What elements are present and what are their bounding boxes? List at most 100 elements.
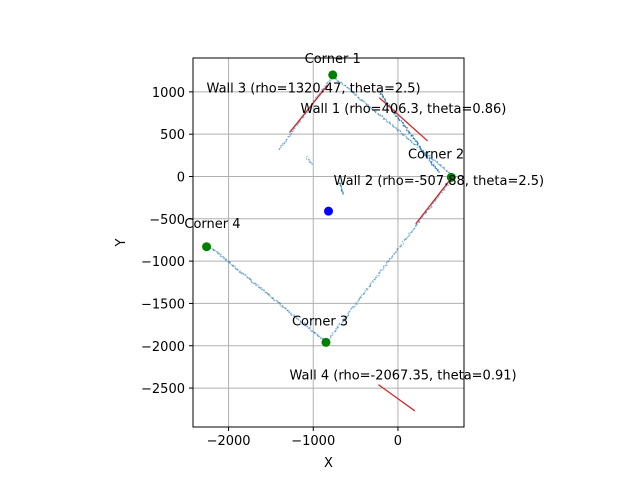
scan-point — [320, 336, 322, 339]
scan-point — [382, 96, 385, 99]
scan-point — [237, 269, 239, 271]
scan-point — [434, 167, 437, 169]
scan-point — [324, 85, 326, 88]
scan-point — [402, 124, 405, 127]
scan-point — [326, 81, 329, 84]
scan-point — [436, 169, 439, 172]
scan-point — [251, 281, 254, 284]
scan-point — [381, 115, 384, 118]
scan-point — [401, 240, 404, 243]
scan-point — [281, 144, 284, 147]
corner-marker — [202, 242, 212, 252]
scan-point — [363, 292, 366, 294]
scan-point — [280, 144, 282, 147]
x-tick-label: −1000 — [291, 434, 335, 449]
scan-point — [290, 132, 293, 135]
x-tick-label: 0 — [394, 434, 402, 449]
scan-point — [432, 164, 435, 167]
scan-point — [408, 232, 410, 235]
scan-point — [337, 80, 340, 83]
wall-line — [289, 84, 329, 133]
scan-point — [395, 251, 397, 254]
scan-point — [350, 308, 352, 310]
scan-point — [384, 264, 387, 267]
corner-marker — [321, 337, 331, 347]
scan-point — [289, 135, 292, 137]
scan-point — [416, 143, 419, 146]
scan-point — [317, 94, 319, 96]
scan-point — [396, 248, 399, 250]
scan-point — [374, 276, 377, 279]
axes-frame — [192, 57, 465, 428]
scan-point — [358, 299, 360, 301]
scan-point — [386, 121, 389, 123]
scan-point — [282, 142, 284, 145]
y-tick-label: −500 — [149, 213, 185, 228]
scan-point — [245, 274, 247, 277]
scan-point — [368, 285, 371, 288]
corner-label: Corner 2 — [408, 148, 464, 163]
scan-point — [306, 325, 308, 328]
scan-point — [400, 245, 403, 247]
y-tick-label: −1500 — [141, 297, 185, 312]
scan-point — [364, 290, 367, 292]
scan-point — [367, 105, 369, 108]
scan-point — [348, 311, 350, 313]
scan-point — [331, 334, 334, 336]
scan-point — [352, 91, 355, 94]
scan-point — [301, 322, 304, 325]
scan-point — [385, 120, 388, 122]
scan-point — [309, 329, 312, 331]
scan-point — [353, 305, 356, 308]
scan-point — [406, 236, 409, 239]
scan-point — [386, 102, 389, 105]
scan-point — [443, 189, 445, 192]
scan-point — [294, 316, 297, 318]
scan-point — [405, 129, 408, 131]
scan-point — [344, 85, 347, 87]
y-tick-label: −1000 — [141, 255, 185, 270]
scan-point — [402, 122, 405, 124]
corner-marker — [328, 70, 338, 80]
scan-point — [430, 206, 433, 208]
scan-point — [352, 306, 355, 309]
scan-point — [269, 295, 271, 297]
scan-point — [369, 106, 372, 109]
scan-point — [399, 130, 402, 133]
scan-point — [329, 336, 332, 339]
scan-point — [363, 100, 365, 103]
scan-point — [268, 294, 270, 296]
scan-point — [285, 307, 287, 310]
scan-point — [383, 118, 386, 120]
scan-point — [366, 288, 368, 291]
scan-point — [285, 138, 288, 141]
scan-point — [217, 251, 219, 254]
scan-point — [409, 231, 412, 234]
scan-point — [413, 143, 416, 146]
scan-point — [281, 304, 284, 307]
scan-point — [223, 257, 226, 259]
scan-point — [428, 157, 431, 160]
corner-label: Corner 3 — [292, 314, 348, 329]
scan-point — [280, 146, 282, 149]
scan-point — [424, 213, 426, 215]
scan-point — [426, 157, 429, 159]
scan-point — [242, 273, 245, 275]
scan-point — [382, 268, 385, 270]
scan-point — [342, 191, 344, 193]
scan-point — [372, 281, 374, 283]
scan-point — [396, 249, 398, 252]
scan-point — [329, 79, 331, 81]
scan-point — [388, 257, 391, 260]
scan-point — [296, 124, 299, 126]
scan-point — [414, 225, 417, 228]
scan-point — [385, 262, 388, 264]
scan-point — [354, 94, 356, 97]
scan-point — [422, 149, 425, 152]
scan-point — [404, 126, 407, 128]
scan-point — [447, 184, 449, 186]
scan-point — [305, 157, 308, 160]
scan-point — [379, 93, 382, 95]
scan-point — [355, 94, 358, 96]
scan-point — [294, 127, 296, 129]
